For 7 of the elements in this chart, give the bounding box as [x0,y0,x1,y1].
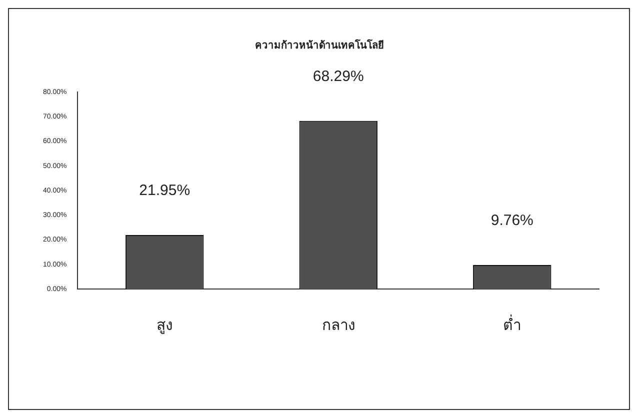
x-tick-label: ต่ำ [503,314,522,334]
chart-title: ความก้าวหน้าด้านเทคโนโลยี [255,38,384,52]
data-label: 68.29% [312,68,364,85]
x-tick-label: กลาง [322,316,355,334]
data-label: 9.76% [490,212,534,229]
x-tick-label: สูง [156,316,173,334]
data-label: 21.95% [139,182,190,199]
